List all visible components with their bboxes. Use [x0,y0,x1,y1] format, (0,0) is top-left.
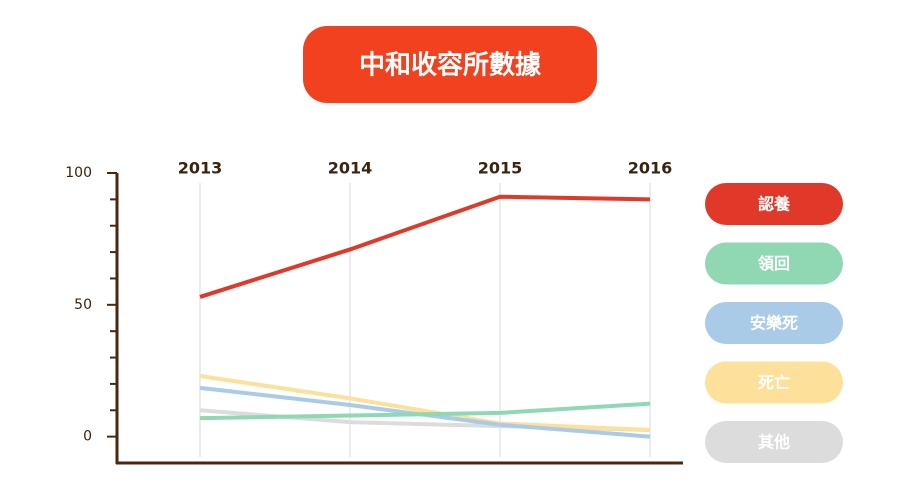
series-line [199,401,651,421]
x-tick-label: 2014 [328,159,373,178]
series-line [199,194,651,299]
title-badge [303,26,597,103]
y-tick-label: 50 [74,297,92,313]
x-tick-label: 2015 [478,159,523,178]
x-tick-label: 2013 [178,159,223,178]
x-tick-label: 2016 [628,159,673,178]
legend-label: 其他 [758,433,790,452]
legend-label: 死亡 [758,373,790,392]
legend-label: 認養 [758,195,790,214]
legend-swatch [705,361,843,404]
legend-label: 安樂死 [750,314,798,333]
legend-swatch [705,242,843,285]
chart-title: 中和收容所數據 [359,50,542,81]
series-line [199,374,651,433]
legend-swatch [705,302,843,344]
legend-swatch [705,183,843,225]
y-tick-label: 0 [83,429,92,445]
legend-swatch [705,421,843,463]
y-tick-label: 100 [65,165,92,181]
legend-label: 領回 [758,254,790,273]
